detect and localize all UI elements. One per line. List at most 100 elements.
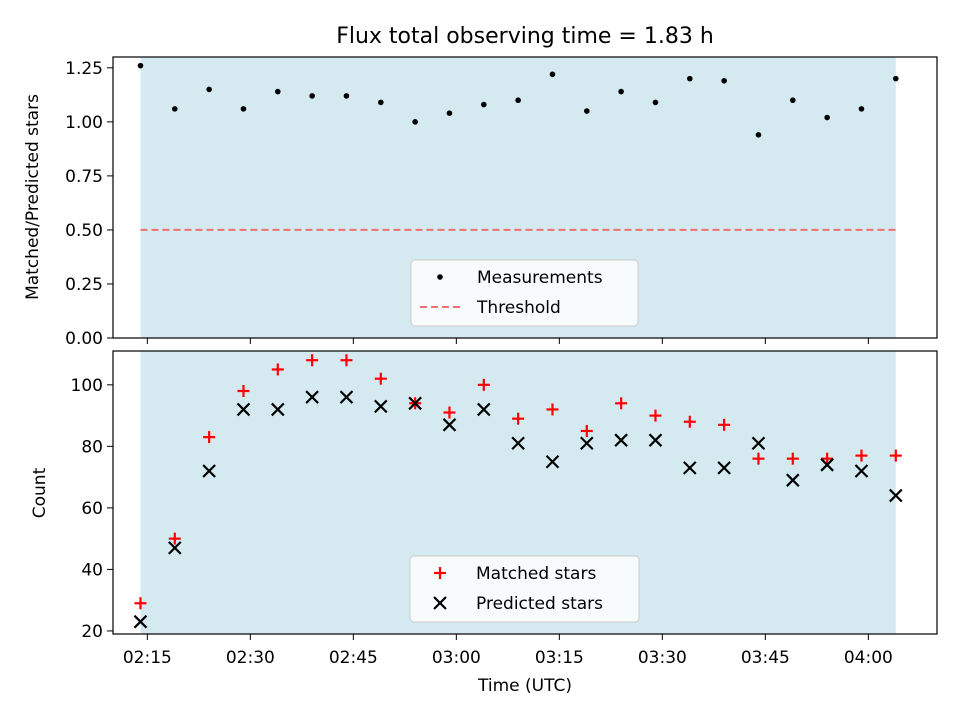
predicted-star-point xyxy=(305,390,319,404)
measurement-point xyxy=(893,75,899,82)
measurement-point xyxy=(240,106,247,112)
predicted-star-point xyxy=(442,418,457,432)
bottom-y-tick-label: 40 xyxy=(81,560,103,580)
x-tick-label: 02:15 xyxy=(123,648,172,668)
measurement-point xyxy=(172,106,178,112)
predicted-star-point xyxy=(511,436,525,451)
bottom-y-tick-label: 80 xyxy=(81,437,103,457)
measurement-point xyxy=(721,77,727,84)
matched-star-point xyxy=(203,431,216,444)
matched-star-point xyxy=(786,452,799,465)
bottom-panel: 20 40 60 80 100 02:15 02:30 02:45 03:00 03:15 03:… xyxy=(30,350,938,696)
predicted-star-point xyxy=(614,433,628,447)
matched-star-point xyxy=(855,449,868,462)
measurement-point xyxy=(584,108,590,114)
chart-title: Flux total observing time = 1.83 h xyxy=(336,24,714,49)
predicted-star-point xyxy=(202,464,216,478)
measurement-point xyxy=(549,71,556,78)
matched-star-point xyxy=(168,532,181,545)
measurement-point xyxy=(687,75,693,82)
top-y-tick-label: 0.25 xyxy=(65,275,103,295)
bottom-y-tick-label: 60 xyxy=(81,499,103,519)
top-y-tick-label: 0.00 xyxy=(65,329,103,349)
x-tick-label: 03:00 xyxy=(432,648,481,668)
matched-star-point xyxy=(237,384,250,397)
matched-star-point xyxy=(477,378,490,391)
matched-star-point xyxy=(546,403,559,416)
x-tick-label: 02:45 xyxy=(329,648,378,668)
top-legend: Measurements Threshold xyxy=(410,259,639,327)
measurement-point xyxy=(309,93,315,99)
matched-star-point xyxy=(718,418,731,431)
measurement-point xyxy=(481,101,487,108)
measurement-point xyxy=(137,62,144,69)
top-axes-frame xyxy=(112,56,938,339)
matched-star-point xyxy=(512,412,525,425)
bottom-legend: Matched stars Predicted stars xyxy=(409,555,640,623)
measurement-point xyxy=(824,114,830,121)
measurement-point xyxy=(755,132,762,138)
predicted-star-point xyxy=(648,433,663,447)
predicted-star-point xyxy=(236,402,251,417)
legend-plus-glyph xyxy=(434,567,446,579)
top-y-tick-label: 0.75 xyxy=(65,167,103,187)
matched-star-point xyxy=(340,354,353,367)
measurement-point xyxy=(618,88,624,95)
predicted-star-point xyxy=(477,402,491,417)
matched-star-point xyxy=(580,424,593,437)
top-y-axis-label: Matched/Predicted stars xyxy=(23,94,43,300)
bottom-legend-box xyxy=(409,555,640,623)
predicted-star-point xyxy=(374,399,388,414)
matched-star-point xyxy=(134,597,147,610)
bottom-axes-frame xyxy=(112,350,938,635)
legend-matched-marker xyxy=(434,567,446,579)
bottom-y-tick-label: 100 xyxy=(71,376,103,396)
matched-star-point xyxy=(889,449,902,462)
x-tick-label: 02:30 xyxy=(226,648,275,668)
measurement-point xyxy=(275,88,281,95)
matched-star-point xyxy=(752,452,765,465)
measurement-point xyxy=(446,110,453,116)
bottom-y-tick-label: 20 xyxy=(81,622,103,642)
predicted-star-point xyxy=(889,488,903,503)
predicted-star-point xyxy=(820,458,834,472)
predicted-star-point xyxy=(683,461,697,475)
predicted-star-point xyxy=(168,541,182,555)
x-tick-label: 04:00 xyxy=(844,648,893,668)
legend-measurements-marker xyxy=(437,274,443,280)
predicted-star-point xyxy=(545,454,560,469)
matched-star-point xyxy=(443,406,456,419)
matched-star-point xyxy=(271,363,284,376)
matched-star-point xyxy=(649,409,662,422)
predicted-star-point xyxy=(408,396,422,411)
legend-measurements-label: Measurements xyxy=(477,268,603,288)
predicted-star-point xyxy=(271,402,285,417)
top-y-tick-label: 1.00 xyxy=(65,113,103,133)
x-tick-label: 03:45 xyxy=(741,648,790,668)
predicted-star-point xyxy=(133,614,148,629)
matched-star-point xyxy=(374,372,387,385)
x-tick-label: 03:15 xyxy=(535,648,584,668)
predicted-star-point xyxy=(717,461,731,475)
measurement-point xyxy=(790,97,796,104)
x-axis-label: Time (UTC) xyxy=(477,676,572,696)
matched-star-point xyxy=(683,415,696,428)
matched-star-point xyxy=(821,452,834,465)
predicted-star-point xyxy=(786,473,800,487)
top-y-tick-label: 0.50 xyxy=(65,221,103,241)
top-panel: 0.00 0.25 0.50 0.75 1.00 1.25 Matched/Predict… xyxy=(23,56,938,349)
top-legend-box xyxy=(410,259,639,327)
predicted-star-point xyxy=(339,390,354,404)
bottom-y-axis-label: Count xyxy=(30,467,50,518)
measurement-point xyxy=(206,86,212,93)
measurement-point xyxy=(343,93,350,99)
predicted-star-point xyxy=(854,464,869,478)
measurement-point xyxy=(515,97,521,104)
measurement-point xyxy=(858,106,865,112)
legend-predicted-label: Predicted stars xyxy=(476,594,603,614)
top-y-tick-label: 1.25 xyxy=(65,59,103,79)
measurement-point xyxy=(412,119,418,125)
matched-star-point xyxy=(306,354,319,367)
predicted-star-point xyxy=(580,436,594,451)
